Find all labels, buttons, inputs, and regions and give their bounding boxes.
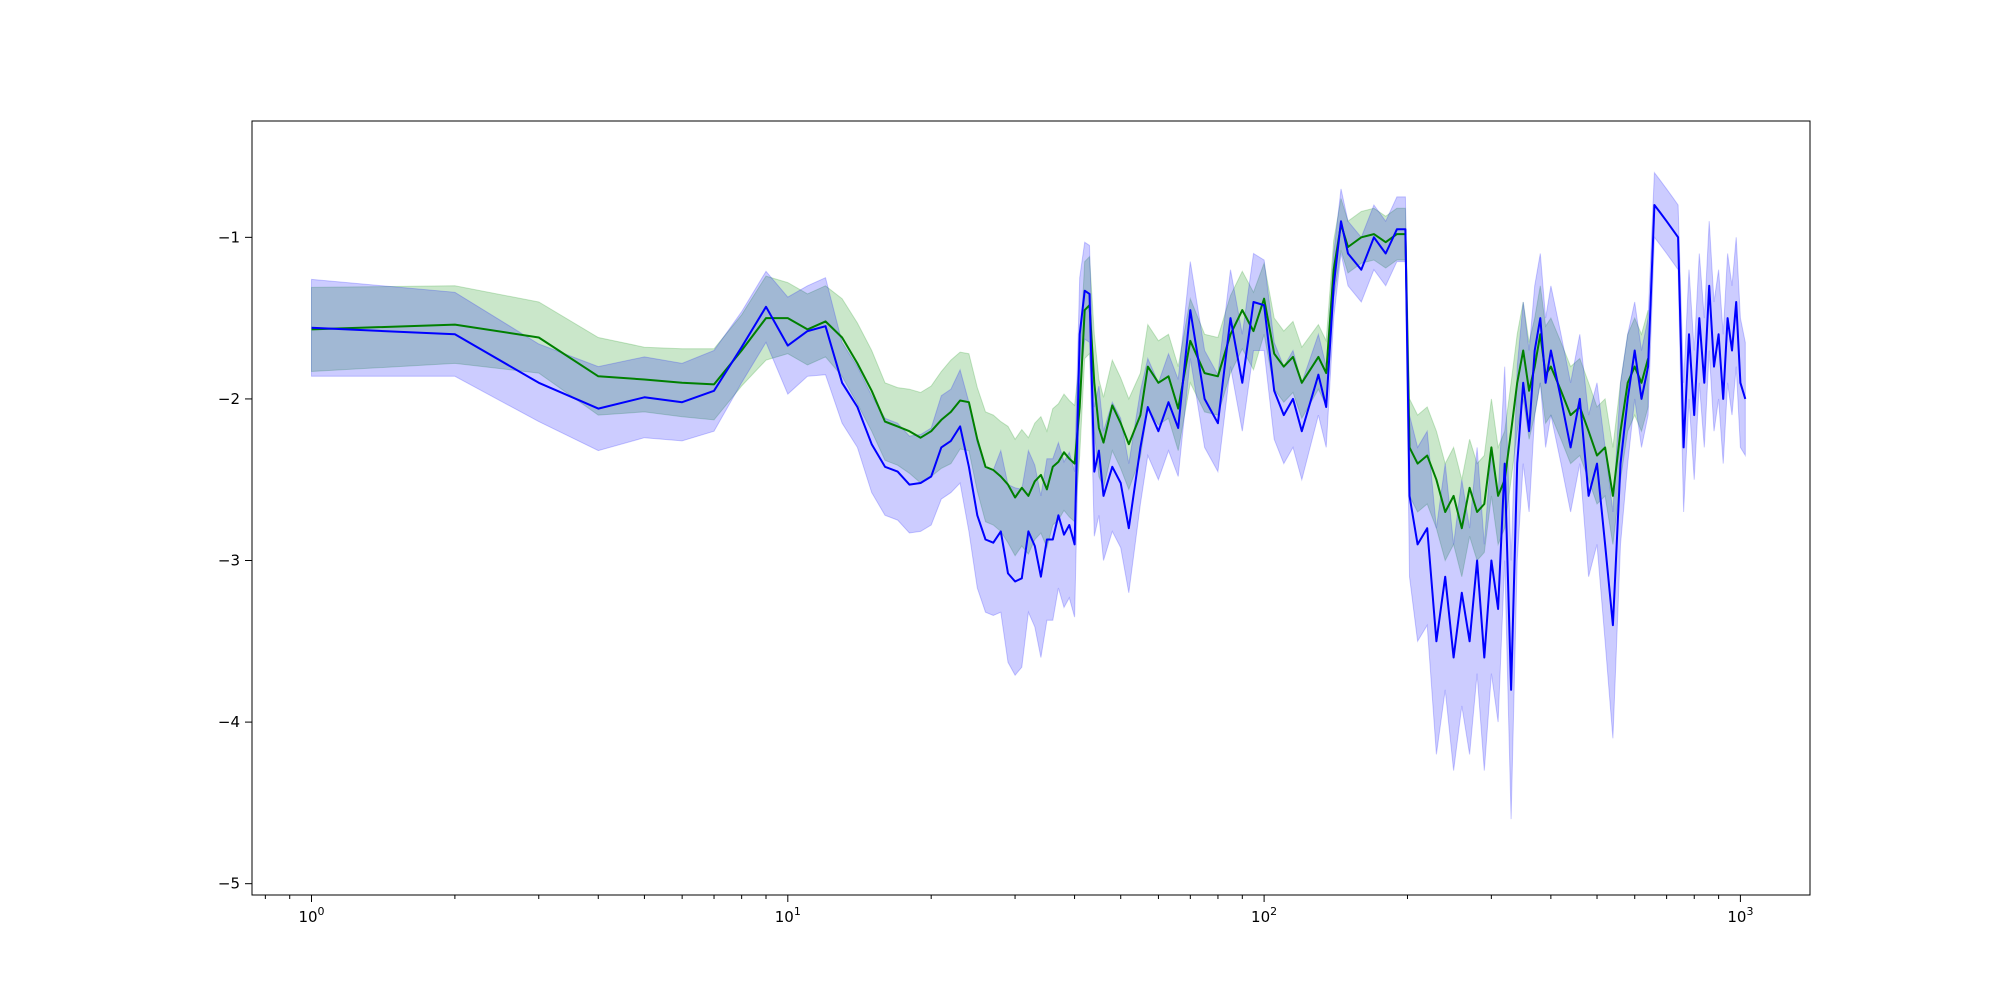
y-axis: −1 −2 −3 −4 −5 xyxy=(218,228,252,893)
band-series-1 xyxy=(311,198,1649,577)
line-series-2 xyxy=(311,204,1747,691)
series-lines xyxy=(311,204,1747,691)
y-tick-label: −4 xyxy=(218,713,240,731)
y-tick-label: −3 xyxy=(218,552,240,570)
x-tick-label: 102 xyxy=(1251,905,1277,926)
y-tick-label: −2 xyxy=(218,390,240,408)
y-tick-label: −1 xyxy=(218,228,240,246)
x-tick-label: 103 xyxy=(1727,905,1753,926)
axes-frame xyxy=(251,120,1811,896)
x-axis: 100 101 102 103 xyxy=(264,895,1753,926)
y-tick-label: −5 xyxy=(218,875,240,893)
x-tick-label: 101 xyxy=(775,905,801,926)
x-tick-label: 100 xyxy=(298,905,324,926)
